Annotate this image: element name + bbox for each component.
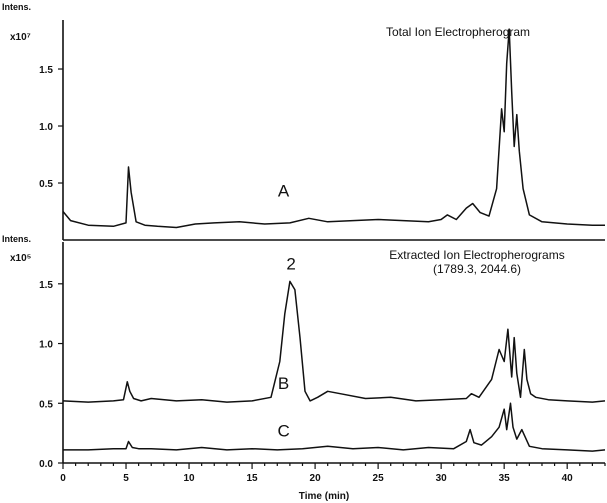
x-tick-label: 10 [183, 473, 195, 484]
bottom-y-ticks: 0.0 0.5 1.0 1.5 [39, 280, 63, 470]
bottom-ylabel: Intens. [2, 234, 31, 244]
bottom-y-scale: x10⁵ [10, 253, 32, 264]
y-tick-label: 1.0 [39, 340, 53, 351]
x-tick-label: 35 [499, 473, 511, 484]
x-tick-label: 5 [123, 473, 129, 484]
x-ticks: 0 5 10 15 20 25 30 35 40 [60, 463, 606, 484]
x-tick-label: 20 [310, 473, 322, 484]
y-tick-label: 0.0 [39, 459, 53, 470]
bottom-subtitle: (1789.3, 2044.6) [433, 262, 521, 276]
peak-label-B: B [278, 374, 289, 393]
y-tick-label: 0.5 [39, 399, 53, 410]
y-tick-label: 1.0 [39, 122, 53, 133]
top-ylabel: Intens. [2, 2, 31, 12]
top-annotations: A [278, 182, 290, 201]
trace-1-0 [62, 280, 606, 403]
x-tick-label: 30 [436, 473, 448, 484]
x-tick-label: 40 [562, 473, 574, 484]
bottom-panel: Intens. x10⁵ Extracted Ion Electropherog… [2, 234, 606, 502]
trace-1-1 [63, 402, 606, 452]
top-series [62, 28, 605, 229]
bottom-annotations: 2 B C [277, 254, 295, 440]
x-tick-label: 25 [373, 473, 385, 484]
bottom-title: Extracted Ion Electropherograms [389, 248, 564, 262]
trace-0-0 [62, 28, 605, 229]
top-panel: Intens. x10⁷ Total Ion Electropherogram … [2, 2, 605, 241]
y-tick-label: 0.5 [39, 179, 53, 190]
peak-label-A: A [278, 182, 290, 201]
peak-label-2: 2 [286, 254, 295, 273]
peak-label-C: C [277, 422, 289, 441]
y-tick-label: 1.5 [39, 280, 53, 291]
x-tick-label: 0 [60, 473, 66, 484]
x-tick-label: 15 [247, 473, 259, 484]
top-y-ticks: 0.5 1.0 1.5 [39, 65, 63, 190]
x-axis-label: Time (min) [299, 491, 349, 502]
top-title: Total Ion Electropherogram [386, 25, 530, 39]
bottom-series [62, 280, 606, 452]
top-y-scale: x10⁷ [10, 32, 31, 43]
y-tick-label: 1.5 [39, 65, 53, 76]
